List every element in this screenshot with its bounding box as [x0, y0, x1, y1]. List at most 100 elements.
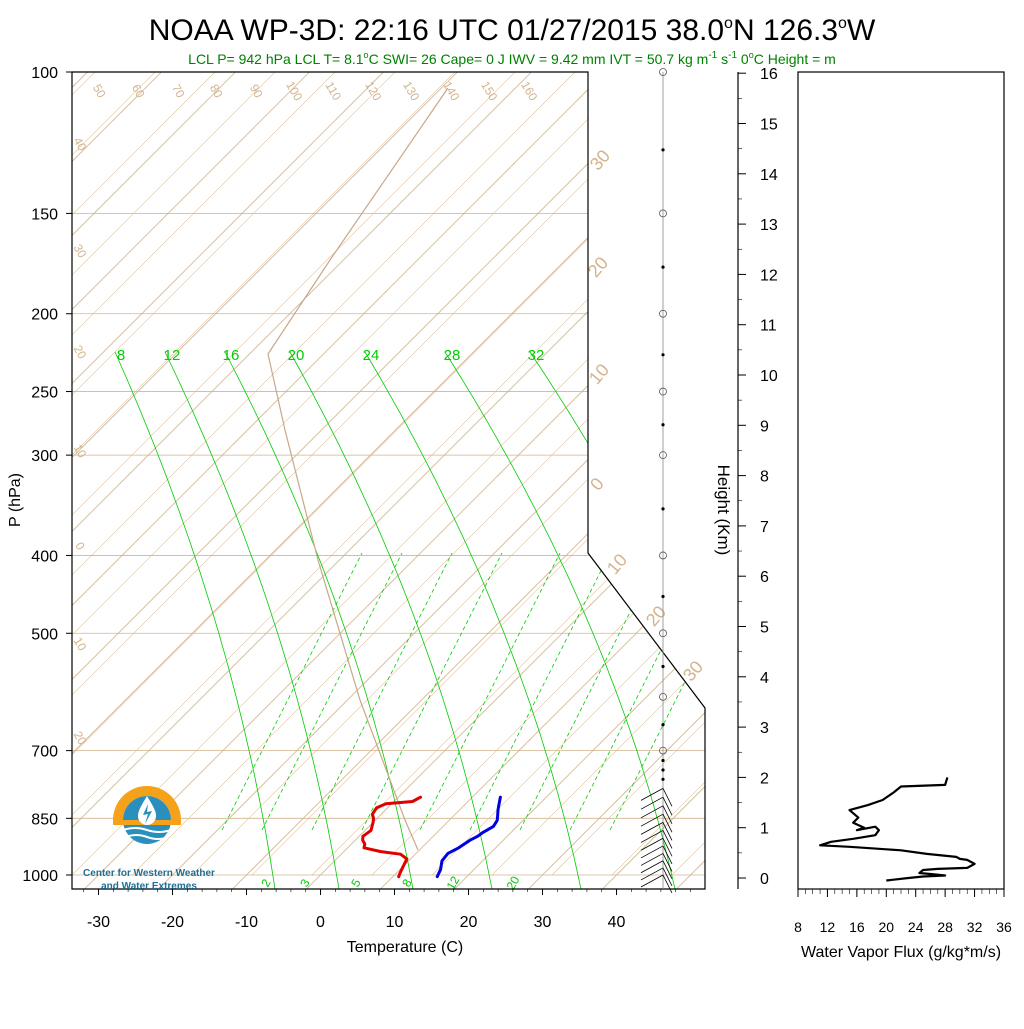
mixing-ratio-line: [444, 351, 676, 889]
isotherm-right-label: 30: [679, 657, 707, 685]
wind-dot: [661, 758, 665, 763]
isotherm-top-label: 80: [207, 82, 226, 101]
x-tick-label: 30: [534, 914, 552, 931]
height-tick-label: 6: [760, 569, 769, 586]
wind-barb: [640, 805, 664, 819]
skew-t-profiles: [361, 795, 502, 879]
wind-barb: [640, 837, 664, 851]
wind-dot: [661, 723, 665, 727]
adiabat-line: [431, 72, 705, 876]
wind-barb-flag: [662, 830, 673, 849]
flux-axis: 8 12 16 20 24 28 32 36: [794, 889, 1012, 935]
dewpoint-profile: [435, 795, 502, 879]
wind-dot: [661, 423, 665, 427]
isotherm-line: [72, 72, 310, 889]
mixing-ratio-line: [164, 351, 340, 889]
isotherm-line: [229, 72, 705, 889]
isotherm-top-label: 110: [322, 79, 344, 103]
isotherm-line: [377, 72, 705, 889]
height-axis-label: Height (Km): [714, 465, 733, 556]
isotherm-top-label: 150: [478, 79, 500, 104]
x-tick-label: 10: [386, 914, 404, 931]
calm-wind-circle: [659, 209, 667, 218]
wind-barbs: [640, 68, 673, 894]
isotherm-line: [81, 72, 705, 889]
isotherm-line: [72, 72, 458, 889]
flux-tick-label: 12: [820, 919, 836, 935]
height-tick-label: 1: [760, 821, 769, 838]
adiabat-line: [72, 72, 553, 876]
flux-profile: [818, 777, 976, 882]
height-tick-label: 13: [760, 217, 778, 234]
isotherm-left-label: 10: [71, 442, 90, 461]
temperature-profile: [361, 795, 422, 879]
wind-barb: [640, 813, 664, 827]
flux-tick-label: 36: [996, 919, 1012, 935]
height-tick-label: 12: [760, 267, 778, 284]
height-tick-label: 9: [760, 418, 769, 435]
calm-wind-circle: [659, 746, 667, 755]
wind-barb: [640, 830, 664, 843]
y-tick-label: 1000: [22, 868, 58, 885]
y-tick-label: 200: [31, 307, 58, 324]
adiabat-line: [191, 72, 705, 876]
isotherm-line: [451, 72, 705, 889]
mixing-ratio-low-label: 20: [504, 873, 523, 892]
isotherm-top-label: 90: [247, 82, 266, 101]
wind-dot: [661, 353, 665, 357]
adiabat-line: [671, 72, 705, 876]
mixing-ratio-line: [224, 351, 414, 889]
wind-barb-flag: [662, 838, 673, 857]
height-tick-label: 10: [760, 368, 778, 385]
isotherm-line: [155, 72, 705, 889]
wind-barb: [640, 853, 664, 866]
isotherm-left-label: 10: [71, 635, 90, 654]
adiabat-line: [72, 72, 673, 876]
mixing-ratio-label: 12: [164, 347, 181, 364]
isotherm-top-label: 130: [400, 79, 422, 104]
x-tick-label: 0: [316, 914, 325, 931]
logo-wave-icon-2: [125, 834, 169, 840]
adiabat-line: [72, 72, 373, 876]
adiabat-line: [251, 72, 705, 876]
adiabat-line: [311, 72, 705, 876]
isotherm-left-label: 30: [71, 242, 90, 261]
isotherm-left-label: 40: [71, 135, 90, 154]
skew-t-background: [72, 0, 1024, 889]
flux-axis-label: Water Vapor Flux (g/kg*m/s): [801, 944, 1001, 961]
logo-line2: and Water Extremes: [101, 881, 197, 892]
chart-title: NOAA WP-3D: 22:16 UTC 01/27/2015 38.0oN …: [149, 14, 876, 47]
wind-barb: [640, 845, 664, 859]
mixing-ratio-label: 20: [288, 347, 305, 364]
mixing-ratio-line: [364, 351, 582, 889]
isotherm-line: [72, 72, 236, 889]
wind-barb-flag: [662, 874, 673, 894]
logo-bolt-icon: [143, 804, 152, 824]
height-tick-label: 4: [760, 670, 769, 687]
calm-wind-circle: [659, 629, 667, 638]
y-tick-label: 500: [31, 626, 58, 643]
adiabat-line: [72, 72, 613, 876]
height-tick-label: 7: [760, 519, 769, 536]
wind-barb-flag: [662, 867, 673, 887]
flux-tick-label: 24: [908, 919, 924, 935]
adiabat-line: [72, 72, 313, 876]
wind-barb-flag: [662, 814, 673, 833]
adiabat-line: [912, 0, 1024, 875]
wind-barb-flag: [662, 853, 673, 872]
isotherm-right-label: 20: [642, 602, 670, 630]
adiabat-line: [371, 72, 705, 876]
wind-barb: [640, 788, 664, 801]
y-axis-label: P (hPa): [7, 473, 24, 527]
moist-line: [569, 552, 705, 831]
calm-wind-circle: [659, 387, 667, 396]
height-tick-label: 2: [760, 770, 769, 787]
calm-wind-circle: [659, 692, 667, 701]
height-tick-label: 8: [760, 469, 769, 486]
isotherm-left-label: 0: [72, 540, 88, 553]
y-tick-label: 150: [31, 206, 58, 223]
x-tick-label: -10: [235, 914, 258, 931]
